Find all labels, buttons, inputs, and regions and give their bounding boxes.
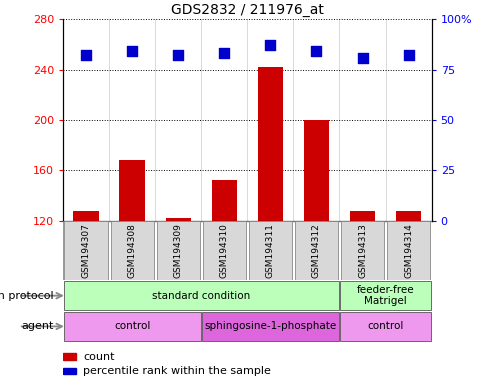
Point <box>128 48 136 55</box>
Text: count: count <box>83 352 115 362</box>
Bar <box>64 221 107 280</box>
Text: agent: agent <box>21 321 53 331</box>
Text: GSM194312: GSM194312 <box>311 223 320 278</box>
Bar <box>349 211 375 221</box>
Bar <box>257 67 283 221</box>
Bar <box>156 221 199 280</box>
Bar <box>63 281 338 310</box>
Text: GSM194310: GSM194310 <box>219 223 228 278</box>
Text: GSM194309: GSM194309 <box>173 223 182 278</box>
Bar <box>339 312 430 341</box>
Bar <box>386 221 429 280</box>
Bar <box>211 180 237 221</box>
Text: feeder-free
Matrigel: feeder-free Matrigel <box>356 285 413 306</box>
Text: sphingosine-1-phosphate: sphingosine-1-phosphate <box>204 321 336 331</box>
Bar <box>248 221 291 280</box>
Point <box>82 53 90 59</box>
Point <box>174 53 182 59</box>
Point <box>358 55 365 61</box>
Bar <box>201 312 338 341</box>
Bar <box>110 221 153 280</box>
Bar <box>63 368 76 374</box>
Point <box>220 50 227 56</box>
Point <box>404 53 411 59</box>
Bar <box>63 353 76 360</box>
Bar <box>339 281 430 310</box>
Text: GSM194308: GSM194308 <box>127 223 136 278</box>
Bar <box>340 221 383 280</box>
Bar <box>73 211 99 221</box>
Text: control: control <box>114 321 150 331</box>
Title: GDS2832 / 211976_at: GDS2832 / 211976_at <box>170 3 323 17</box>
Text: GSM194311: GSM194311 <box>265 223 274 278</box>
Point <box>312 48 319 55</box>
Bar <box>202 221 245 280</box>
Text: standard condition: standard condition <box>152 291 250 301</box>
Bar <box>63 312 200 341</box>
Bar <box>395 211 421 221</box>
Text: control: control <box>367 321 403 331</box>
Text: GSM194313: GSM194313 <box>357 223 366 278</box>
Bar <box>119 161 145 221</box>
Text: GSM194307: GSM194307 <box>81 223 91 278</box>
Text: percentile rank within the sample: percentile rank within the sample <box>83 366 271 376</box>
Bar <box>294 221 337 280</box>
Point <box>266 42 273 48</box>
Bar <box>165 218 191 221</box>
Text: GSM194314: GSM194314 <box>403 223 412 278</box>
Text: growth protocol: growth protocol <box>0 291 53 301</box>
Bar <box>303 120 329 221</box>
